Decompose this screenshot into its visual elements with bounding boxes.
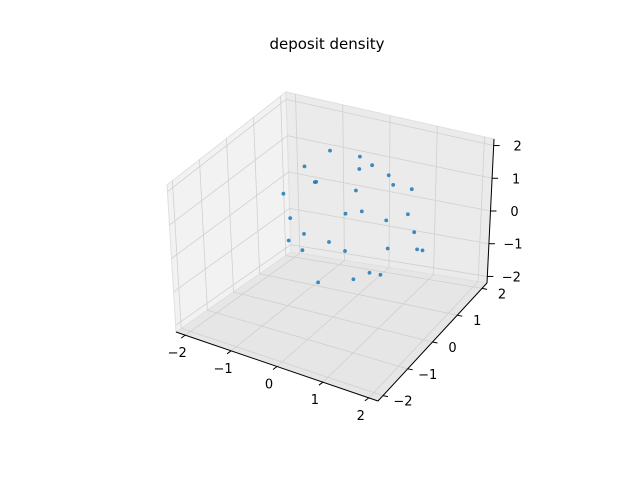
z-tick-label: 0: [510, 205, 518, 220]
data-point: [358, 154, 362, 159]
y-tick-mark: [481, 287, 488, 290]
data-point: [302, 232, 306, 236]
y-tick-mark: [432, 341, 438, 344]
y-tick-mark: [457, 314, 463, 317]
x-grid-line: [322, 126, 438, 383]
data-point: [370, 163, 374, 168]
data-point: [300, 248, 305, 253]
y-tick-label: 0: [448, 341, 456, 356]
x-tick-label: −1: [214, 362, 233, 377]
z-tick-label: −2: [502, 271, 521, 286]
data-point: [281, 191, 286, 196]
axis-lines: [175, 138, 500, 402]
x-grid-line: [184, 94, 301, 336]
z-grid-line: [173, 207, 489, 293]
data-point: [386, 173, 391, 178]
data-point: [288, 216, 293, 221]
data-point: [343, 249, 347, 253]
x-tick-mark: [272, 366, 278, 370]
data-point: [378, 272, 383, 277]
data-point: [384, 218, 389, 223]
data-point: [343, 211, 348, 216]
x-tick-mark: [180, 334, 186, 339]
y-grid-line: [226, 138, 433, 343]
y-grid-line: [280, 96, 483, 289]
data-point: [286, 238, 291, 243]
data-point: [359, 209, 364, 214]
data-point: [316, 280, 320, 285]
data-point: [409, 187, 414, 192]
data-point: [412, 230, 417, 235]
y-grid-line: [253, 117, 458, 316]
x-tick-label: 2: [357, 409, 365, 424]
data-point: [354, 188, 358, 193]
data-point: [367, 270, 372, 275]
data-point: [385, 246, 390, 251]
y-tick-label: 2: [498, 287, 506, 302]
x-tick-mark: [226, 350, 232, 355]
z-grid-line: [175, 244, 488, 326]
x-tick-mark: [318, 381, 324, 386]
x-tick-label: −2: [168, 346, 187, 361]
x-tick-label: 1: [311, 393, 319, 408]
data-point: [391, 183, 396, 187]
data-point: [351, 277, 356, 282]
data-point: [327, 240, 331, 244]
chart-title: deposit density: [269, 35, 384, 53]
y-tick-mark: [382, 395, 389, 398]
y-tick-label: −2: [393, 395, 412, 410]
z-tick-label: 2: [514, 140, 522, 155]
y-grid-line: [199, 159, 408, 370]
z-grid-line: [171, 171, 491, 259]
data-point: [406, 212, 410, 217]
data-point: [328, 148, 332, 153]
data-point: [357, 167, 362, 171]
data-point: [302, 164, 307, 169]
scatter-points: [281, 148, 425, 285]
x-grid-line: [230, 104, 345, 352]
x-tick-label: 0: [265, 378, 273, 393]
y-tick-mark: [407, 368, 413, 371]
x-grid-line: [276, 115, 391, 367]
x-grid-line: [368, 136, 485, 399]
z-grid-line: [167, 98, 494, 192]
data-point: [415, 247, 419, 252]
data-point: [312, 180, 317, 185]
x-tick-mark: [364, 397, 370, 402]
z-tick-label: −1: [503, 238, 522, 253]
y-tick-label: 1: [473, 314, 481, 329]
data-point: [420, 248, 425, 253]
y-grid-line: [172, 180, 384, 397]
z-grid-line: [169, 135, 493, 226]
z-tick-label: 1: [512, 172, 520, 187]
y-tick-label: −1: [418, 368, 437, 383]
grid-lines: [167, 94, 494, 399]
